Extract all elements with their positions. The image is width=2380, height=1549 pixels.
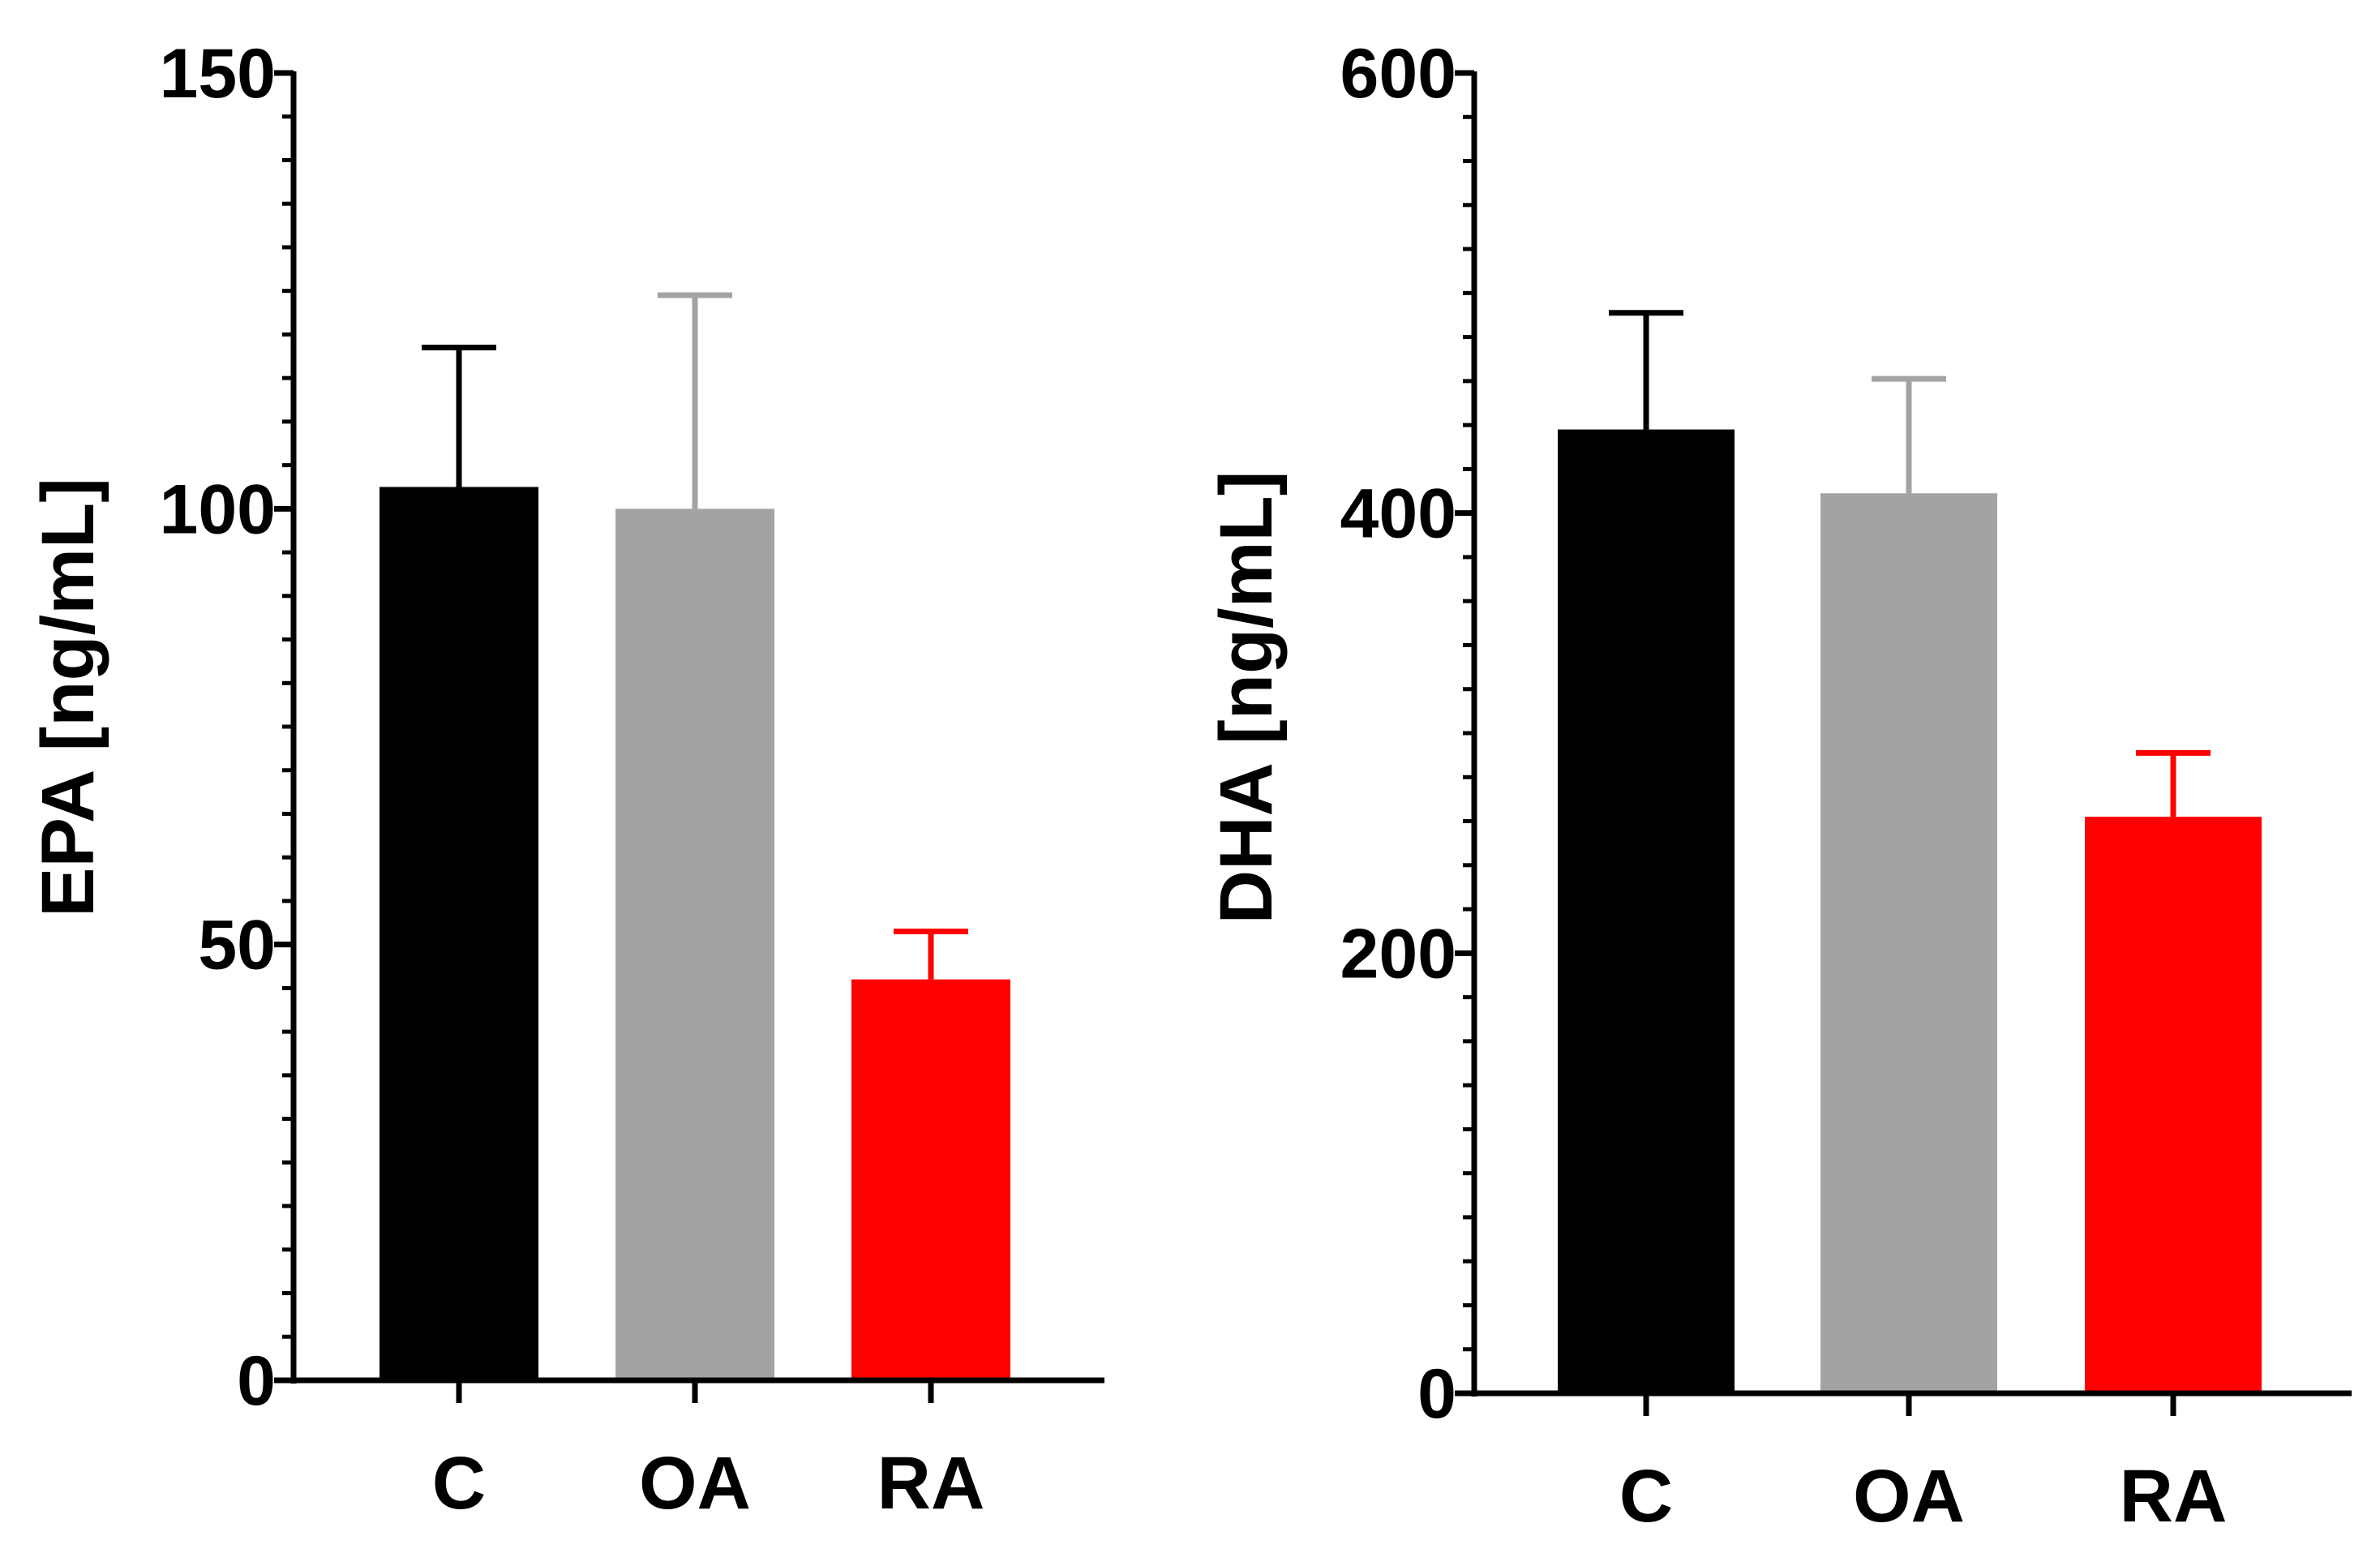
dha-error-bar-ra [2136, 749, 2211, 817]
epa-y-axis-label: EPA [ng/mL] [27, 478, 109, 917]
epa-y-tick-label: 150 [160, 35, 277, 113]
epa-y-tick-label: 0 [237, 1342, 276, 1420]
dha-error-bar-c [1609, 310, 1683, 430]
dha-y-axis-label: DHA [ng/mL] [1205, 471, 1288, 925]
epa-x-tick-label-c: C [432, 1442, 486, 1525]
dha-x-tick-label-ra: RA [2120, 1455, 2228, 1538]
epa-bar-c [380, 487, 538, 1380]
dha-bar-c [1558, 429, 1735, 1393]
dha-y-tick-label: 600 [1340, 35, 1457, 113]
dha-y-tick-label: 200 [1340, 915, 1457, 993]
dha-x-tick-label-c: C [1619, 1455, 1673, 1538]
chart-dha: 0 200 400 600 C OA RA DHA [ng/mL] [1205, 35, 2352, 1538]
dha-y-tick-label: 0 [1417, 1355, 1456, 1433]
dha-bar-oa [1820, 493, 1997, 1394]
epa-y-tick-label: 100 [160, 470, 277, 548]
epa-error-bar-ra [894, 929, 968, 980]
epa-x-tick-label-oa: OA [639, 1442, 751, 1525]
epa-bar-oa [615, 508, 774, 1381]
dha-y-tick-label: 400 [1340, 475, 1457, 553]
dha-x-tick-label-oa: OA [1853, 1455, 1965, 1538]
epa-error-bar-c [422, 345, 496, 487]
epa-error-bar-oa [658, 292, 732, 509]
epa-y-tick-label: 50 [198, 907, 276, 985]
dha-y-minor-ticks [1463, 114, 1474, 1352]
epa-x-tick-label-ra: RA [877, 1442, 985, 1525]
dha-error-bar-oa [1872, 375, 1946, 494]
dha-bar-ra [2085, 817, 2262, 1393]
chart-epa: 0 50 100 150 C OA RA EPA [ng/mL] [27, 35, 1104, 1525]
epa-y-minor-ticks [282, 114, 294, 1339]
epa-bar-ra [851, 979, 1010, 1380]
